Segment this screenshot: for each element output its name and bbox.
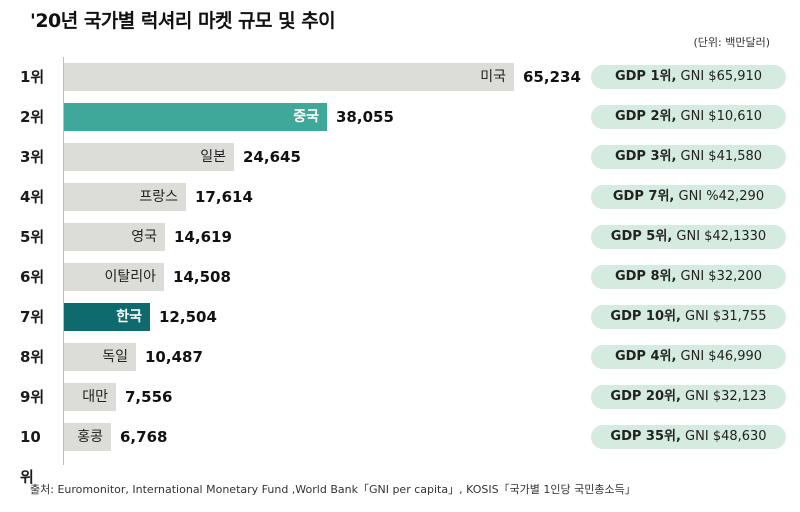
gdp-gni-badge: GDP 1위, GNI $65,910 [591,65,786,89]
country-label: 미국 [480,69,506,85]
data-label: 65,234 [523,68,581,86]
gdp-gni-badge: GDP 5위, GNI $42,1330 [591,225,786,249]
chart-row: 1위 미국 65,234 GDP 1위, GNI $65,910 [0,57,800,97]
gni-label: GNI $32,123 [680,389,767,404]
gni-label: GNI $31,755 [680,309,767,324]
rank-label: 6위 [20,268,45,286]
data-label: 17,614 [195,188,253,206]
country-label: 한국 [116,309,142,325]
chart-row: 7위 한국 12,504 GDP 10위, GNI $31,755 [0,297,800,337]
data-label: 10,487 [145,348,203,366]
data-label: 14,619 [174,228,232,246]
rank-label: 8위 [20,348,45,366]
gni-label: GNI %42,290 [674,189,765,204]
chart-row: 9위 대만 7,556 GDP 20위, GNI $32,123 [0,377,800,417]
country-label: 프랑스 [139,189,178,205]
gdp-rank-label: GDP 4위, [614,349,677,364]
data-label: 6,768 [120,428,168,446]
bar: 이탈리아 [64,263,164,291]
data-label: 38,055 [336,108,394,126]
chart-row: 3위 일본 24,645 GDP 3위, GNI $41,580 [0,137,800,177]
bar: 영국 [64,223,165,251]
gdp-gni-badge: GDP 4위, GNI $46,990 [591,345,786,369]
data-label: 12,504 [159,308,217,326]
gdp-gni-badge: GDP 10위, GNI $31,755 [591,305,786,329]
gdp-rank-label: GDP 3위, [614,149,677,164]
gdp-rank-label: GDP 5위, [610,229,673,244]
chart-row: 10위 홍콩 6,768 GDP 35위, GNI $48,630 [0,417,800,486]
rank-label: 9위 [20,388,45,406]
gdp-gni-badge: GDP 20위, GNI $32,123 [591,385,786,409]
rank-label: 2위 [20,108,45,126]
bar: 한국 [64,303,150,331]
gni-label: GNI $48,630 [680,429,767,444]
gdp-rank-label: GDP 8위, [614,269,677,284]
chart-title: '20년 국가별 럭셔리 마켓 규모 및 추이 [30,10,336,32]
bar: 대만 [64,383,116,411]
country-label: 중국 [293,109,319,125]
source-note: 출처: Euromonitor, International Monetary … [30,483,636,496]
country-label: 대만 [82,389,108,405]
country-label: 홍콩 [77,429,103,445]
rank-label: 3위 [20,148,45,166]
gdp-rank-label: GDP 7위, [612,189,675,204]
gdp-gni-badge: GDP 2위, GNI $10,610 [591,105,786,129]
rank-label: 4위 [20,188,45,206]
bar: 홍콩 [64,423,111,451]
bar: 중국 [64,103,327,131]
gdp-rank-label: GDP 20위, [610,389,681,404]
chart-row: 6위 이탈리아 14,508 GDP 8위, GNI $32,200 [0,257,800,297]
gdp-gni-badge: GDP 3위, GNI $41,580 [591,145,786,169]
rank-label: 1위 [20,68,45,86]
rank-label: 10위 [20,428,41,486]
country-label: 이탈리아 [104,269,156,285]
gni-label: GNI $46,990 [676,349,763,364]
gdp-gni-badge: GDP 7위, GNI %42,290 [591,185,786,209]
gni-label: GNI $32,200 [676,269,763,284]
gdp-gni-badge: GDP 8위, GNI $32,200 [591,265,786,289]
gdp-rank-label: GDP 10위, [610,309,681,324]
bar: 독일 [64,343,136,371]
data-label: 24,645 [243,148,301,166]
gni-label: GNI $65,910 [676,69,763,84]
gni-label: GNI $42,1330 [672,229,767,244]
chart-row: 4위 프랑스 17,614 GDP 7위, GNI %42,290 [0,177,800,217]
gni-label: GNI $10,610 [676,109,763,124]
gdp-rank-label: GDP 2위, [614,109,677,124]
data-label: 14,508 [173,268,231,286]
chart-row: 5위 영국 14,619 GDP 5위, GNI $42,1330 [0,217,800,257]
bar: 미국 [64,63,514,91]
axis-line [63,57,64,465]
chart-row: 8위 독일 10,487 GDP 4위, GNI $46,990 [0,337,800,377]
country-label: 영국 [131,229,157,245]
gni-label: GNI $41,580 [676,149,763,164]
chart-row: 2위 중국 38,055 GDP 2위, GNI $10,610 [0,97,800,137]
gdp-rank-label: GDP 35위, [610,429,681,444]
rank-label: 5위 [20,228,45,246]
country-label: 일본 [200,149,226,165]
data-label: 7,556 [125,388,173,406]
rank-label: 7위 [20,308,45,326]
unit-label: (단위: 백만달러) [693,36,770,49]
bar: 프랑스 [64,183,186,211]
country-label: 독일 [102,349,128,365]
gdp-gni-badge: GDP 35위, GNI $48,630 [591,425,786,449]
gdp-rank-label: GDP 1위, [614,69,677,84]
bar: 일본 [64,143,234,171]
